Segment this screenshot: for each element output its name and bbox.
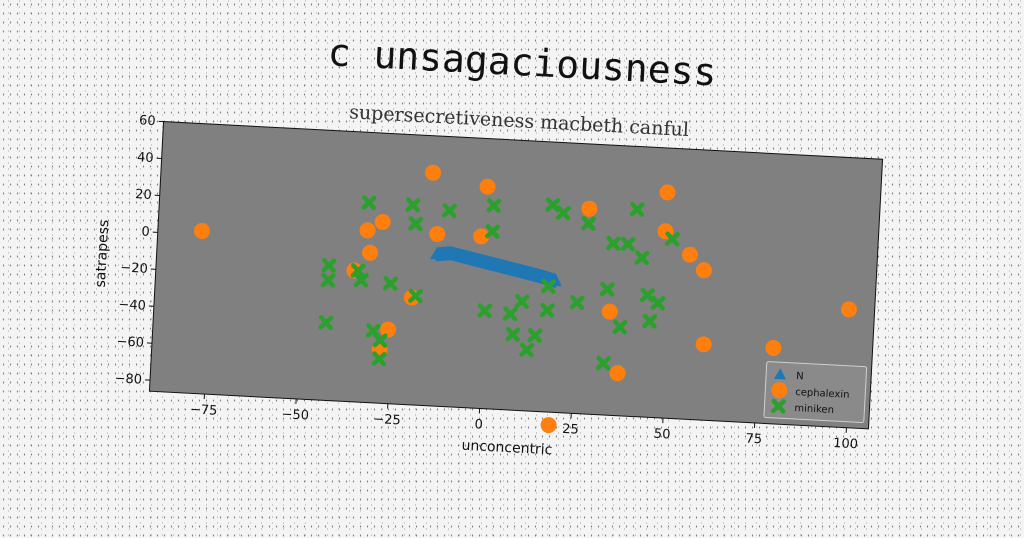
x-tick: 50 <box>653 418 671 443</box>
y-tick: 40 <box>137 150 162 166</box>
point-cephalexin <box>540 417 557 434</box>
y-tick: −20 <box>120 260 156 277</box>
y-tick-label: 40 <box>137 150 154 166</box>
y-tick: −80 <box>114 371 150 388</box>
x-tick: 75 <box>745 422 763 447</box>
y-tick: 20 <box>135 187 160 203</box>
y-tick-label: −40 <box>118 297 146 313</box>
legend-label: miniken <box>794 403 834 416</box>
y-tick: −60 <box>116 334 152 351</box>
legend-label: N <box>796 371 804 382</box>
y-tick-label: 20 <box>135 187 152 203</box>
x-tick: −50 <box>281 398 310 423</box>
x-tick-label: −75 <box>189 402 217 418</box>
y-tick-label: 60 <box>139 113 156 129</box>
x-tick-label: 0 <box>474 417 483 432</box>
x-tick-label: 25 <box>562 422 579 438</box>
x-tick: 0 <box>474 408 484 432</box>
x-tick: −25 <box>373 403 402 428</box>
y-tick-label: −20 <box>120 260 148 276</box>
x-tick-label: 75 <box>745 431 762 447</box>
x-tick: −75 <box>189 393 218 418</box>
x-tick-label: 100 <box>833 436 859 452</box>
x-tick-label: −25 <box>373 412 401 428</box>
y-tick-label: −60 <box>116 334 144 350</box>
x-tick: 100 <box>833 427 859 452</box>
x-tick: 25 <box>562 413 580 438</box>
x-tick-label: 50 <box>653 427 670 443</box>
x-tick-label: −50 <box>281 407 309 423</box>
x-axis-label: unconcentric <box>461 438 553 459</box>
y-axis-label: satrapess <box>93 219 113 288</box>
y-tick: 60 <box>139 113 164 129</box>
y-tick-label: 0 <box>141 225 150 240</box>
y-tick: −40 <box>118 297 154 314</box>
y-tick-label: −80 <box>114 371 142 387</box>
y-tick: 0 <box>141 225 158 241</box>
chart-canvas: c unsagaciousness supersecretiveness mac… <box>0 0 1024 512</box>
